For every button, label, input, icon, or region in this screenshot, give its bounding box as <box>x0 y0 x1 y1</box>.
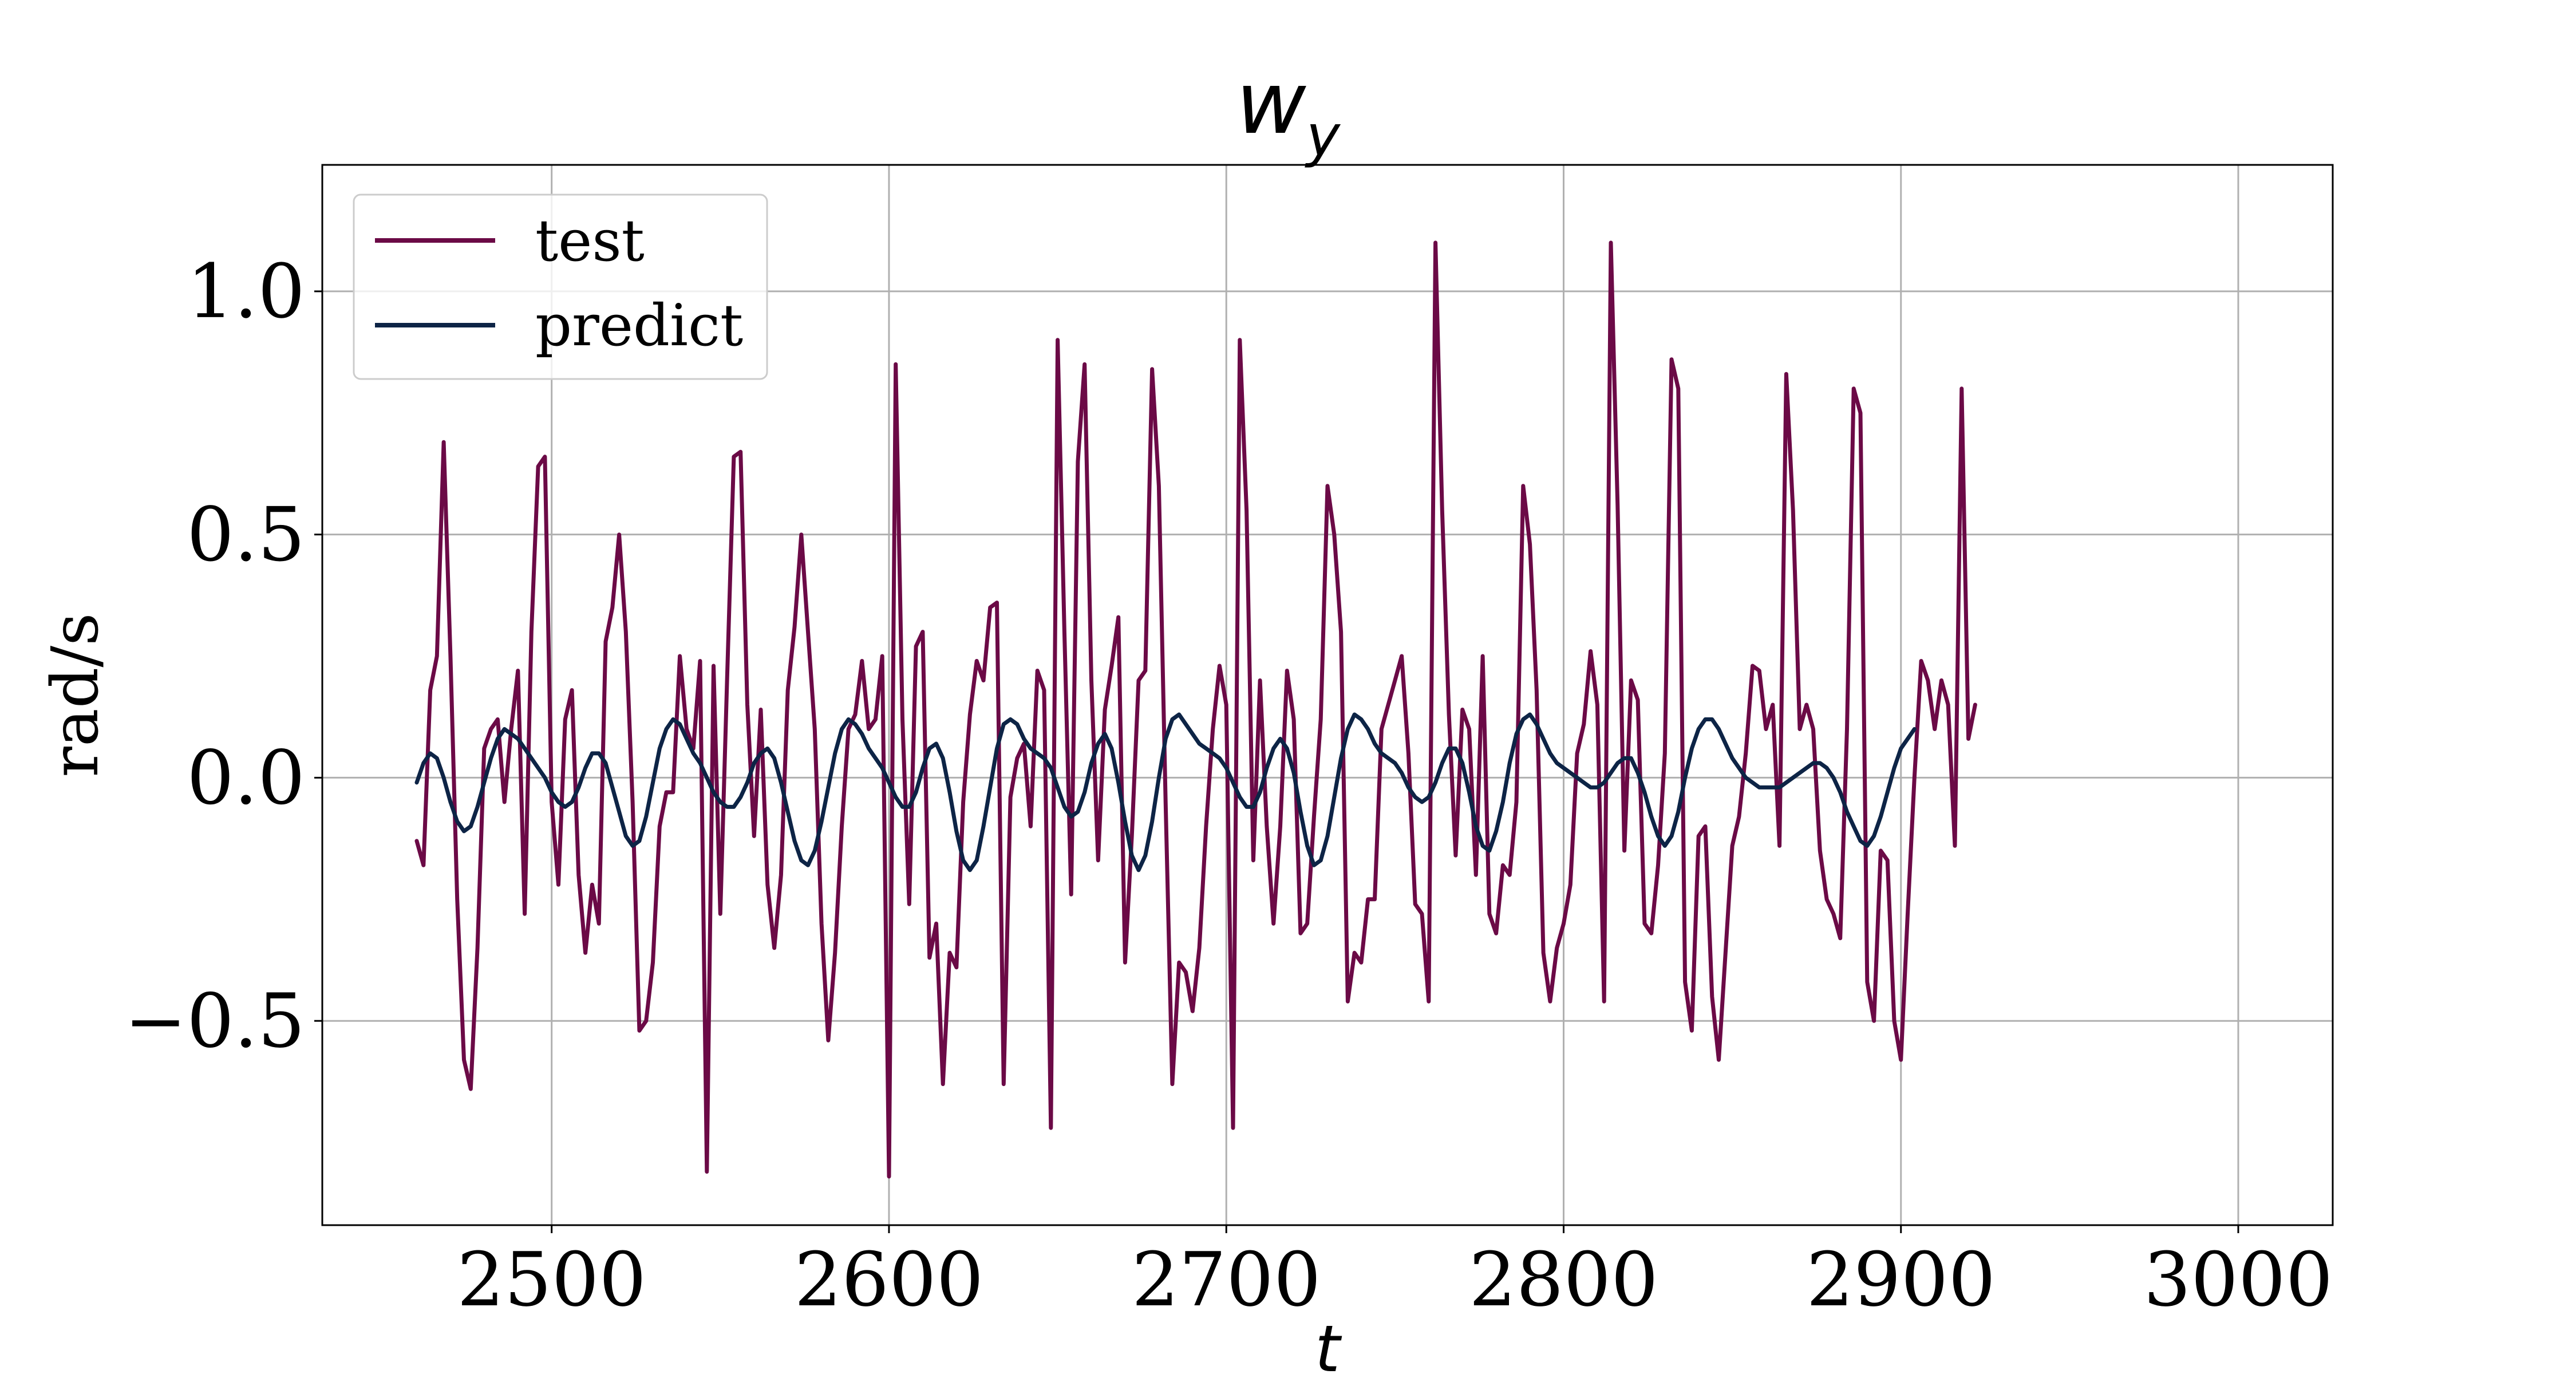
y-tick-label: −0.5 <box>124 977 305 1064</box>
tick-labels: 2500 2600 2700 2800 2900 3000 −0.5 0.0 0.5 1.0 <box>124 248 2333 1323</box>
x-tick-label: 2700 <box>1132 1236 1321 1323</box>
y-tick-label: 1.0 <box>187 248 305 335</box>
y-tick-label: 0.0 <box>187 734 305 821</box>
series-line-test <box>414 240 1977 1179</box>
chart-title: wy <box>1236 54 1341 169</box>
plot-frame <box>321 164 2334 1226</box>
x-tick-label: 3000 <box>2144 1236 2333 1323</box>
x-tick-label: 2800 <box>1469 1236 1658 1323</box>
x-tick-label: 2900 <box>1806 1236 1996 1323</box>
y-tick-label: 0.5 <box>187 491 305 578</box>
y-axis-title: rad/s <box>38 613 113 777</box>
x-tick-label: 2600 <box>795 1236 984 1323</box>
series-line-predict <box>414 712 1917 872</box>
x-tick-label: 2500 <box>457 1236 646 1323</box>
legend-label-predict: predict <box>535 292 743 359</box>
legend: test predict <box>353 194 768 380</box>
legend-label-test: test <box>535 207 645 274</box>
axis-ticks <box>314 290 2239 1233</box>
x-axis-title: t <box>1315 1312 1342 1374</box>
plot-area <box>414 240 1977 1179</box>
